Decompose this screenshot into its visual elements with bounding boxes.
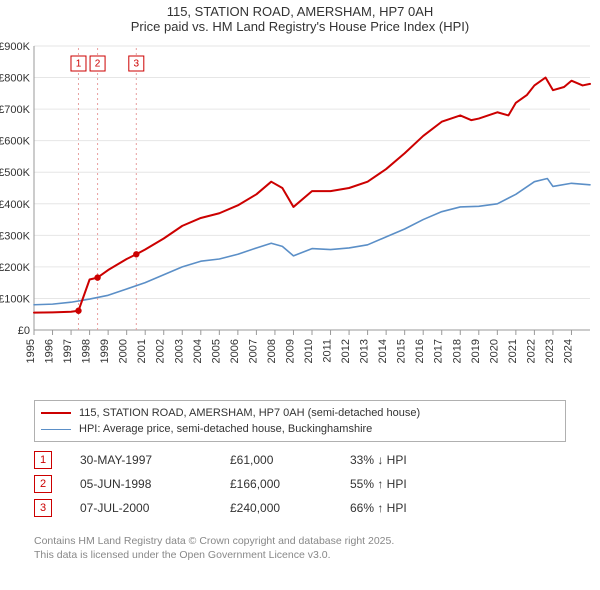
tx-marker-number: 2 [34,475,52,493]
svg-text:2006: 2006 [229,339,241,363]
tx-delta: 33% ↓ HPI [350,453,566,467]
svg-text:2009: 2009 [284,339,296,363]
svg-text:£900K: £900K [0,41,31,53]
svg-text:£300K: £300K [0,230,31,242]
svg-text:2019: 2019 [470,339,482,363]
svg-text:2: 2 [95,59,101,70]
tx-marker-number: 3 [34,499,52,517]
tx-price: £61,000 [230,453,350,467]
svg-text:1998: 1998 [81,339,93,363]
legend-swatch [41,412,71,414]
svg-text:2013: 2013 [359,339,371,363]
svg-text:2022: 2022 [525,339,537,363]
figure-root: 115, STATION ROAD, AMERSHAM, HP7 0AH Pri… [0,0,600,590]
tx-delta: 66% ↑ HPI [350,501,566,515]
legend-box: 115, STATION ROAD, AMERSHAM, HP7 0AH (se… [34,400,566,442]
svg-text:1995: 1995 [25,339,37,363]
svg-text:3: 3 [134,59,140,70]
svg-text:£400K: £400K [0,199,31,211]
legend-swatch [41,429,71,430]
tx-price: £240,000 [230,501,350,515]
svg-text:2021: 2021 [507,339,519,363]
title-address: 115, STATION ROAD, AMERSHAM, HP7 0AH [0,4,600,19]
svg-text:2016: 2016 [414,339,426,363]
svg-text:2001: 2001 [136,339,148,363]
legend-row: HPI: Average price, semi-detached house,… [41,421,559,437]
svg-text:1996: 1996 [44,339,56,363]
svg-text:2000: 2000 [118,339,130,363]
tx-date: 05-JUN-1998 [80,477,230,491]
svg-text:2007: 2007 [247,339,259,363]
tx-price: £166,000 [230,477,350,491]
svg-text:2023: 2023 [544,339,556,363]
attribution-line1: Contains HM Land Registry data © Crown c… [34,534,574,548]
svg-text:£200K: £200K [0,262,31,274]
legend-row: 115, STATION ROAD, AMERSHAM, HP7 0AH (se… [41,405,559,421]
svg-text:2018: 2018 [451,339,463,363]
svg-text:2024: 2024 [562,339,574,363]
tx-marker-number: 1 [34,451,52,469]
svg-text:2005: 2005 [210,339,222,363]
chart-area: £0 £100K £200K £300K £400K £500K £600K £700K £80… [0,40,600,390]
table-row: 2 05-JUN-1998£166,00055% ↑ HPI [34,472,566,496]
title-subtitle: Price paid vs. HM Land Registry's House … [0,19,600,34]
svg-text:£700K: £700K [0,104,31,116]
svg-text:2004: 2004 [192,339,204,363]
svg-text:2012: 2012 [340,339,352,363]
chart-svg: £0 £100K £200K £300K £400K £500K £600K £700K £80… [0,40,600,390]
attribution-block: Contains HM Land Registry data © Crown c… [34,534,574,562]
legend-label: 115, STATION ROAD, AMERSHAM, HP7 0AH (se… [79,405,420,421]
svg-text:£100K: £100K [0,293,31,305]
tx-delta: 55% ↑ HPI [350,477,566,491]
table-row: 1 30-MAY-1997£61,00033% ↓ HPI [34,448,566,472]
title-block: 115, STATION ROAD, AMERSHAM, HP7 0AH Pri… [0,0,600,34]
svg-text:2020: 2020 [488,339,500,363]
svg-text:2008: 2008 [266,339,278,363]
svg-text:1999: 1999 [99,339,111,363]
svg-text:£0: £0 [18,325,30,337]
svg-text:£600K: £600K [0,136,31,148]
svg-text:2003: 2003 [173,339,185,363]
svg-text:2017: 2017 [433,339,445,363]
tx-date: 30-MAY-1997 [80,453,230,467]
table-row: 3 07-JUL-2000£240,00066% ↑ HPI [34,496,566,520]
svg-text:2010: 2010 [303,339,315,363]
svg-text:2002: 2002 [155,339,167,363]
svg-text:2011: 2011 [322,339,334,363]
svg-text:2014: 2014 [377,339,389,363]
transactions-table: 1 30-MAY-1997£61,00033% ↓ HPI 2 05-JUN-1998… [34,448,566,520]
svg-text:1997: 1997 [62,339,74,363]
svg-text:£500K: £500K [0,167,31,179]
svg-text:£800K: £800K [0,73,31,85]
svg-text:2015: 2015 [396,339,408,363]
svg-text:1: 1 [76,59,82,70]
tx-date: 07-JUL-2000 [80,501,230,515]
attribution-line2: This data is licensed under the Open Gov… [34,548,574,562]
legend-label: HPI: Average price, semi-detached house,… [79,421,372,437]
